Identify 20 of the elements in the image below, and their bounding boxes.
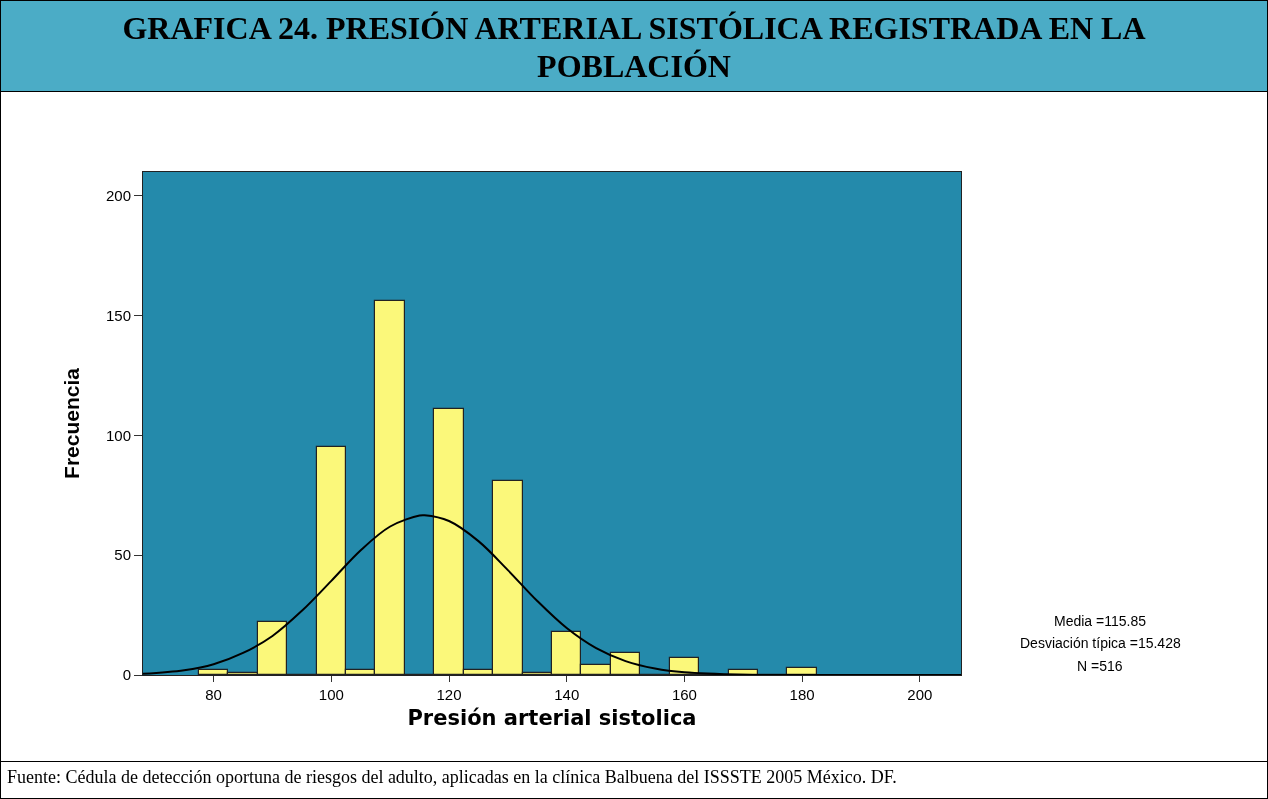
x-tick-label: 160 bbox=[671, 686, 697, 703]
text: Desviación típica =15.428 bbox=[1020, 635, 1181, 651]
x-axis-title: Presión arterial sistolica bbox=[407, 706, 697, 731]
text: Media =115.85 bbox=[1054, 613, 1147, 629]
x-tick-label: 180 bbox=[789, 686, 815, 703]
y-tick-label: 100 bbox=[105, 426, 131, 444]
x-tick-label: 120 bbox=[436, 686, 462, 703]
x-tick-label: 100 bbox=[318, 686, 344, 703]
line-series bbox=[143, 514, 961, 675]
x-tick-label: 200 bbox=[907, 686, 933, 703]
chart-title: GRAFICA 24. PRESIÓN ARTERIAL SISTÓLICA REGISTRADA EN LA POBLACIÓN bbox=[1, 1, 1267, 92]
y-axis-title: Frecuencia bbox=[60, 367, 84, 479]
y-tick-label: 0 bbox=[122, 666, 131, 684]
x-tick-label: 80 bbox=[205, 686, 222, 703]
y-tick-label: 150 bbox=[105, 306, 131, 324]
source-note: Fuente: Cédula de detección oportuna de riesgos del adulto, aplicadas en la clínica Balbuena del ISSSTE 2005 México. DF. bbox=[1, 761, 1267, 798]
y-tick-label: 200 bbox=[105, 187, 131, 205]
y-tick-label: 50 bbox=[114, 546, 131, 564]
x-tick-label: 140 bbox=[554, 686, 580, 703]
text: N =516 bbox=[1077, 658, 1123, 674]
